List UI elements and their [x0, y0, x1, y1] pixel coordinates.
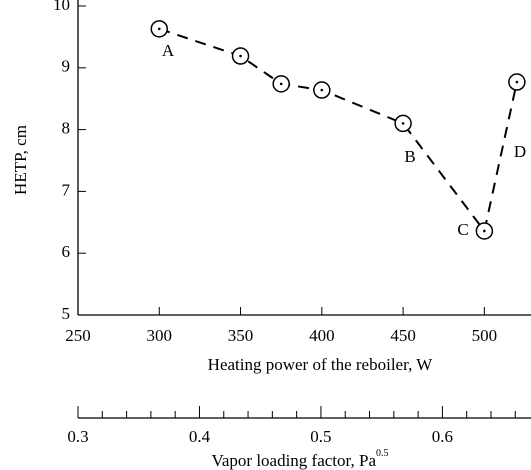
- y-tick-label: 7: [62, 180, 71, 199]
- x-tick-label: 400: [309, 326, 335, 345]
- data-point-dot: [279, 82, 283, 86]
- x2-tick-label: 0.4: [189, 427, 211, 446]
- y-tick-label: 6: [62, 242, 71, 261]
- y-tick-label: 5: [62, 304, 71, 323]
- x2-tick-label: 0.3: [67, 427, 88, 446]
- x2-label-sup: 0.5: [376, 448, 389, 459]
- x-tick-label: 300: [147, 326, 173, 345]
- x-tick-label: 450: [390, 326, 416, 345]
- data-point-dot: [157, 27, 161, 31]
- data-point-dot: [320, 88, 324, 92]
- data-point-dot: [483, 229, 486, 233]
- x2-label-text: Vapor loading factor, Pa: [211, 451, 376, 470]
- x2-tick-label: 0.5: [310, 427, 331, 446]
- data-point-dot: [401, 122, 405, 125]
- data-line: [158, 27, 518, 234]
- annotation: B: [404, 147, 415, 166]
- data-point-dot: [239, 54, 242, 58]
- y-axis-label: HETP, cm: [11, 125, 30, 195]
- x-tick-label: 500: [472, 326, 498, 345]
- x-tick-label: 350: [228, 326, 254, 345]
- y-tick-label: 8: [62, 119, 71, 138]
- annotation: D: [514, 142, 526, 161]
- y-tick-label: 10: [53, 0, 70, 14]
- data-point-dot: [515, 80, 519, 84]
- x-axis-label: Heating power of the reboiler, W: [208, 355, 434, 374]
- annotation: C: [457, 220, 468, 239]
- annotation: A: [162, 41, 175, 60]
- x2-tick-label: 0.6: [432, 427, 453, 446]
- x-tick-label: 250: [65, 326, 91, 345]
- y-tick-label: 9: [62, 57, 71, 76]
- x2-axis-label: Vapor loading factor, Pa0.5: [211, 448, 388, 470]
